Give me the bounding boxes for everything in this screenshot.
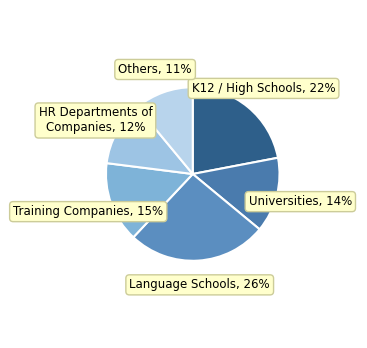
Wedge shape [133,174,259,261]
Wedge shape [193,158,280,229]
Text: Language Schools, 26%: Language Schools, 26% [130,278,270,291]
Text: Others, 11%: Others, 11% [119,63,192,76]
Wedge shape [107,107,193,174]
Wedge shape [137,87,193,174]
Text: Universities, 14%: Universities, 14% [249,195,352,208]
Text: HR Departments of
Companies, 12%: HR Departments of Companies, 12% [39,106,152,134]
Wedge shape [106,163,193,237]
Text: Training Companies, 15%: Training Companies, 15% [13,205,163,218]
Text: K12 / High Schools, 22%: K12 / High Schools, 22% [192,82,335,95]
Wedge shape [193,87,278,174]
